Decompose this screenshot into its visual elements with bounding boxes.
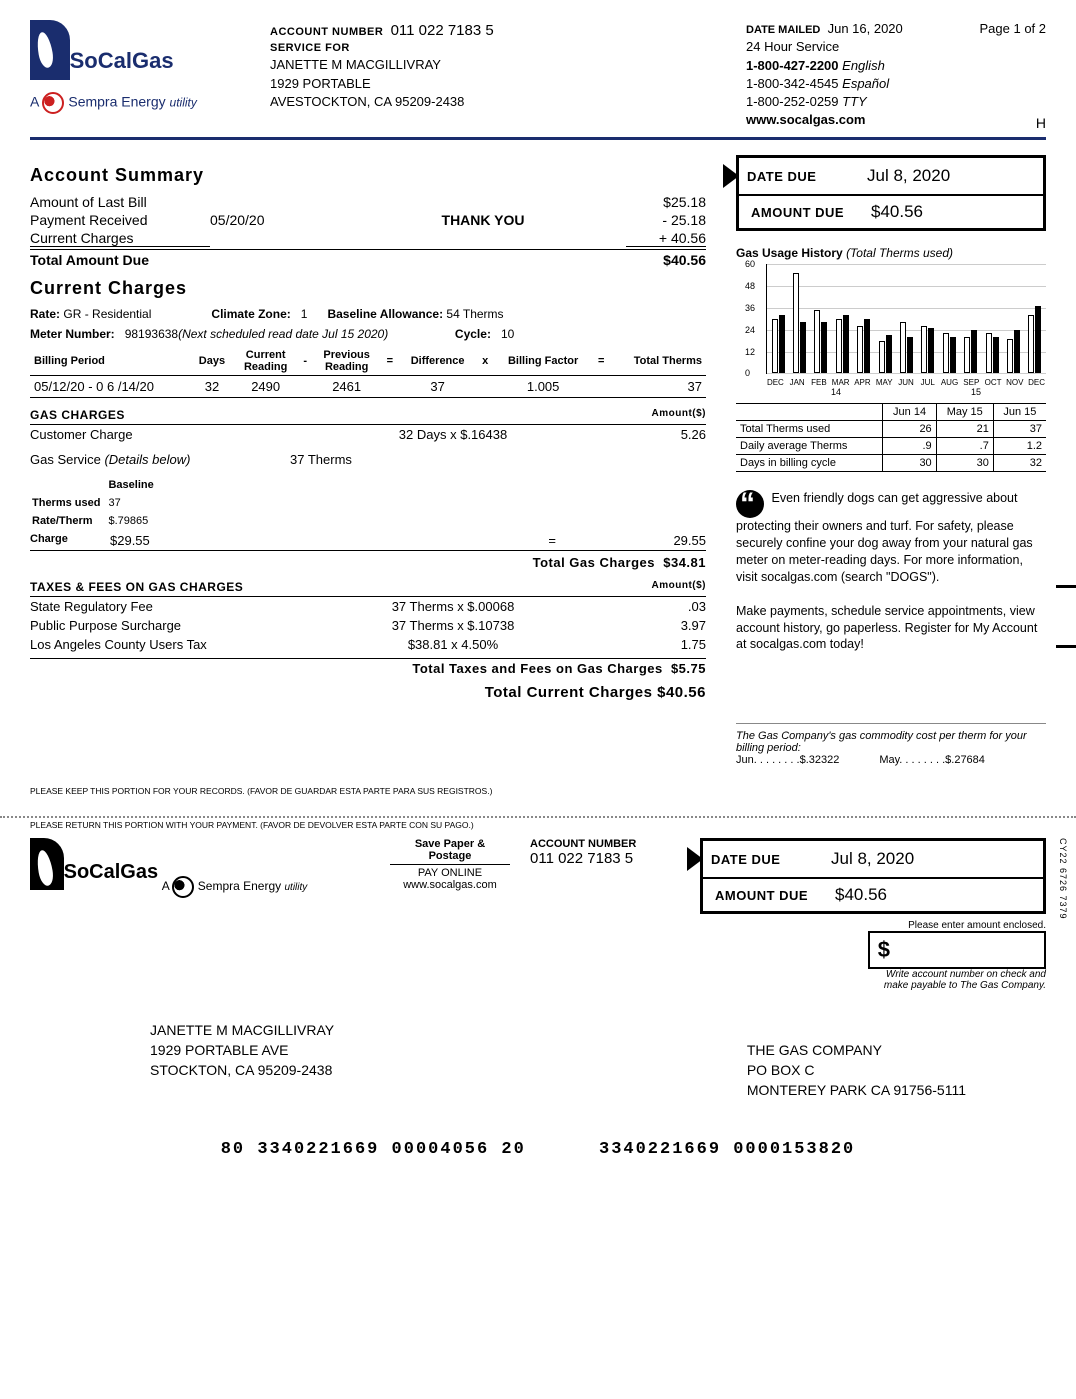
parent-company: A Sempra Energy utility [30, 92, 250, 114]
left-column: Account Summary Amount of Last Bill$25.1… [30, 155, 706, 766]
ocr-line: 80 3340221669 00004056 20 3340221669 000… [30, 1140, 1046, 1159]
addresses: JANETTE M MACGILLIVRAY 1929 PORTABLE AVE… [30, 1021, 1046, 1100]
stub-account: ACCOUNT NUMBER 011 022 7183 5 [530, 838, 680, 991]
mail-info: Page 1 of 2 DATE MAILED Jun 16, 2020 24 … [746, 20, 1046, 129]
website: www.socalgas.com [746, 111, 1046, 129]
payer-address: JANETTE M MACGILLIVRAY 1929 PORTABLE AVE… [150, 1021, 334, 1100]
due-box: DATE DUEJul 8, 2020 AMOUNT DUE$40.56 [736, 155, 1046, 231]
bill-header: SoCalGas A Sempra Energy utility ACCOUNT… [30, 20, 1046, 140]
flame-icon [30, 838, 64, 890]
baseline-table: Baseline Therms used37 Rate/Therm$.79865 [30, 475, 162, 531]
logo-block: SoCalGas A Sempra Energy utility [30, 20, 250, 129]
tip-section: Even friendly dogs can get aggressive ab… [736, 490, 1046, 653]
chart-months: DECJANFEBMARAPRMAYJUNJULAUGSEPOCTNOVDEC [766, 378, 1046, 387]
save-paper-box: Save Paper & Postage PAY ONLINE www.soca… [390, 838, 510, 991]
amount-enclosed-input[interactable]: $ [868, 931, 1046, 969]
usage-chart: 01224364860 [766, 264, 1046, 374]
brand-name: SoCalGas [70, 48, 174, 73]
payee-address: THE GAS COMPANY PO BOX C MONTEREY PARK C… [747, 1041, 966, 1100]
arrow-icon [687, 847, 703, 871]
sempra-swirl-icon [172, 876, 194, 898]
page-number: Page 1 of 2 [980, 20, 1047, 38]
usage-history-table: Jun 14May 15Jun 15Total Therms used26213… [736, 403, 1046, 472]
flame-icon [30, 20, 70, 80]
quote-icon [736, 490, 764, 518]
stub-logo: SoCalGas A Sempra Energy utility [30, 838, 370, 991]
current-charges-title: Current Charges [30, 278, 706, 299]
right-column: DATE DUEJul 8, 2020 AMOUNT DUE$40.56 Gas… [736, 155, 1046, 766]
arrow-icon [723, 164, 739, 188]
customer-name: JANETTE M MACGILLIVRAY [270, 56, 726, 74]
reading-table: Billing Period Days CurrentReading- Prev… [30, 347, 706, 398]
commodity-cost: The Gas Company's gas commodity cost per… [736, 723, 1046, 766]
tear-line [0, 816, 1076, 818]
account-summary-title: Account Summary [30, 165, 706, 186]
account-number: 011 022 7183 5 [391, 22, 494, 39]
sempra-swirl-icon [42, 92, 64, 114]
account-info: ACCOUNT NUMBER 011 022 7183 5 SERVICE FO… [270, 20, 726, 129]
stub-due-section: DATE DUEJul 8, 2020 AMOUNT DUE$40.56 Ple… [700, 838, 1046, 991]
payment-stub: CY22 6726 7379 SoCalGas A Sempra Energy … [30, 838, 1046, 991]
